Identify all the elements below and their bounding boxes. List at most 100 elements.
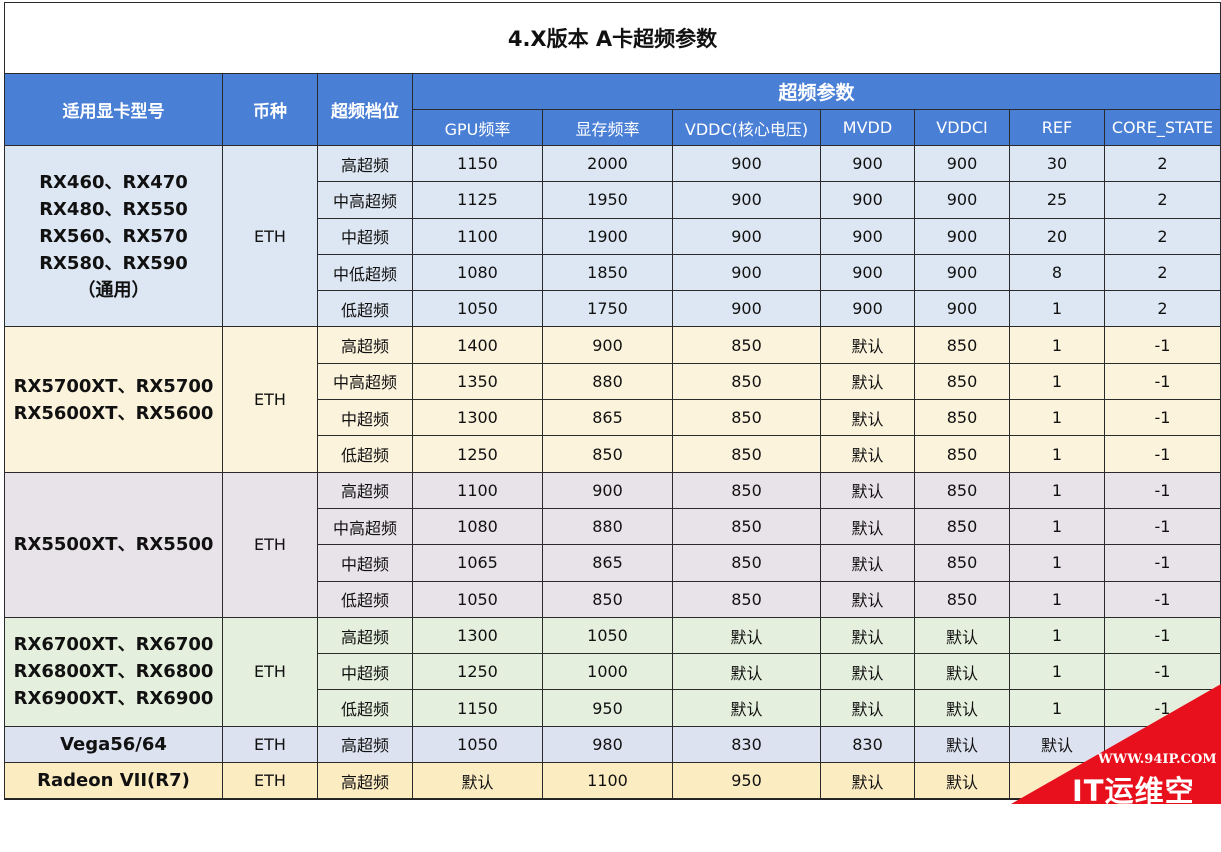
gpu-freq-cell: 1250 — [412, 653, 543, 691]
vddci-cell: 850 — [914, 399, 1010, 437]
gpu-freq-cell: 1150 — [412, 144, 543, 183]
model-cell: RX460、RX470 RX480、RX550 RX560、RX570 RX580、R… — [4, 144, 223, 328]
model-line: RX5700XT、RX5700 — [13, 375, 214, 397]
header-mem-freq: 显存频率 — [542, 109, 673, 146]
ref-cell: 25 — [1009, 181, 1105, 219]
gpu-freq-cell: 1400 — [412, 326, 543, 364]
vddc-cell: 830 — [672, 725, 821, 764]
mem-freq-cell: 900 — [542, 471, 673, 509]
table-row: RX5700XT、RX5700 RX5600XT、RX5600 ETH 高超频 1400… — [4, 326, 1221, 473]
level-cell: 高超频 — [317, 616, 413, 655]
gpu-freq-cell: 1050 — [412, 290, 543, 328]
page-title: 4.X版本 A卡超频参数 — [4, 2, 1221, 74]
mem-freq-cell: 880 — [542, 362, 673, 401]
mvdd-cell: 默认 — [820, 762, 915, 800]
vddci-cell: 默认 — [914, 762, 1010, 800]
vddc-cell: 900 — [672, 181, 821, 219]
mem-freq-cell: 1950 — [542, 181, 673, 219]
model-line: Radeon VII(R7) — [37, 770, 190, 792]
ref-cell: 1 — [1009, 326, 1105, 364]
vddc-cell: 900 — [672, 290, 821, 328]
ref-cell: 20 — [1009, 217, 1105, 255]
level-cell: 中超频 — [317, 217, 413, 255]
ref-cell: 1 — [1009, 580, 1105, 618]
core-state-cell: -1 — [1104, 435, 1221, 473]
mvdd-cell: 900 — [820, 181, 915, 219]
gpu-freq-cell: 1050 — [412, 725, 543, 764]
mvdd-cell: 默认 — [820, 544, 915, 582]
core-state-cell: -1 — [1104, 362, 1221, 401]
vddci-cell: 900 — [914, 217, 1010, 255]
mvdd-cell: 默认 — [820, 689, 915, 727]
mem-freq-cell: 865 — [542, 544, 673, 582]
gpu-freq-cell: 1300 — [412, 399, 543, 437]
vddc-cell: 850 — [672, 362, 821, 401]
model-cell: RX5700XT、RX5700 RX5600XT、RX5600 — [4, 326, 223, 473]
mem-freq-cell: 900 — [542, 326, 673, 364]
vddc-cell: 900 — [672, 144, 821, 183]
vddci-cell: 900 — [914, 144, 1010, 183]
vddc-cell: 默认 — [672, 653, 821, 691]
mvdd-cell: 默认 — [820, 435, 915, 473]
core-state-cell: -1 — [1104, 326, 1221, 364]
mem-freq-cell: 1750 — [542, 290, 673, 328]
gpu-freq-cell: 默认 — [412, 762, 543, 800]
level-cell: 高超频 — [317, 762, 413, 800]
gpu-freq-cell: 1100 — [412, 471, 543, 509]
core-state-cell: -1 — [1104, 580, 1221, 618]
core-state-cell: 2 — [1104, 290, 1221, 328]
mvdd-cell: 默认 — [820, 326, 915, 364]
level-cell: 高超频 — [317, 326, 413, 364]
core-state-cell: -1 — [1104, 399, 1221, 437]
vddci-cell: 900 — [914, 290, 1010, 328]
mvdd-cell: 默认 — [820, 471, 915, 509]
mem-freq-cell: 850 — [542, 435, 673, 473]
vddci-cell: 850 — [914, 544, 1010, 582]
vddci-cell: 850 — [914, 435, 1010, 473]
mem-freq-cell: 880 — [542, 507, 673, 546]
ref-cell: 1 — [1009, 616, 1105, 655]
coin-cell: ETH — [222, 616, 318, 727]
ref-cell: 1 — [1009, 399, 1105, 437]
gpu-freq-cell: 1050 — [412, 580, 543, 618]
mem-freq-cell: 865 — [542, 399, 673, 437]
mvdd-cell: 默认 — [820, 580, 915, 618]
vddc-cell: 850 — [672, 507, 821, 546]
level-cell: 低超频 — [317, 689, 413, 727]
header-model: 适用显卡型号 — [4, 73, 223, 146]
vddc-cell: 900 — [672, 253, 821, 292]
model-line: RX6900XT、RX6900 — [13, 688, 214, 710]
mem-freq-cell: 2000 — [542, 144, 673, 183]
header-coin: 币种 — [222, 73, 318, 146]
model-line: Vega56/64 — [60, 733, 167, 755]
core-state-cell: -1 — [1104, 507, 1221, 546]
header-vddci: VDDCI — [914, 109, 1010, 146]
vddci-cell: 900 — [914, 181, 1010, 219]
mvdd-cell: 默认 — [820, 399, 915, 437]
vddci-cell: 850 — [914, 507, 1010, 546]
core-state-cell: 2 — [1104, 144, 1221, 183]
mem-freq-cell: 1050 — [542, 616, 673, 655]
header-core-state: CORE_STATE — [1104, 109, 1221, 146]
vddc-cell: 950 — [672, 762, 821, 800]
gpu-freq-cell: 1300 — [412, 616, 543, 655]
level-cell: 高超频 — [317, 725, 413, 764]
mem-freq-cell: 850 — [542, 580, 673, 618]
coin-cell: ETH — [222, 725, 318, 764]
ref-cell: 默认 — [1009, 725, 1105, 764]
vddci-cell: 默认 — [914, 616, 1010, 655]
table-body: RX460、RX470 RX480、RX550 RX560、RX570 RX580、R… — [4, 144, 1221, 800]
core-state-cell: 2 — [1104, 217, 1221, 255]
vddc-cell: 850 — [672, 326, 821, 364]
vddci-cell: 850 — [914, 471, 1010, 509]
header-level: 超频档位 — [317, 73, 413, 146]
gpu-freq-cell: 1350 — [412, 362, 543, 401]
vddc-cell: 850 — [672, 580, 821, 618]
model-line: RX460、RX470 — [39, 171, 188, 193]
gpu-freq-cell: 1065 — [412, 544, 543, 582]
gpu-freq-cell: 1100 — [412, 217, 543, 255]
vddci-cell: 850 — [914, 326, 1010, 364]
mvdd-cell: 900 — [820, 144, 915, 183]
vddc-cell: 850 — [672, 544, 821, 582]
header-gpu-freq: GPU频率 — [412, 109, 543, 146]
